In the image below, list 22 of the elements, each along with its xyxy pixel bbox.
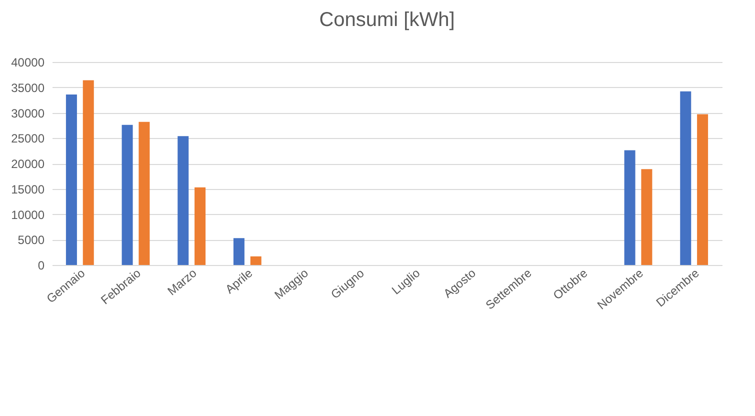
- bar: [697, 114, 708, 265]
- bar: [138, 122, 150, 265]
- y-tick-label: 5000: [18, 233, 45, 248]
- bar: [624, 150, 636, 265]
- y-tick-label: 15000: [11, 182, 45, 196]
- bar: [194, 187, 206, 265]
- y-tick-label: 10000: [11, 208, 45, 222]
- chart-title: Consumi [kWh]: [319, 9, 455, 31]
- bar: [250, 256, 262, 265]
- y-tick-label: 30000: [11, 106, 45, 120]
- bar: [680, 91, 692, 265]
- bar: [641, 169, 652, 265]
- y-tick-label: 40000: [11, 56, 45, 70]
- bar: [66, 94, 77, 265]
- bar: [122, 124, 133, 265]
- bar: [178, 136, 189, 265]
- y-tick-label: 25000: [11, 132, 45, 146]
- y-tick-label: 35000: [11, 80, 45, 95]
- bar: [82, 80, 94, 265]
- y-tick-label: 20000: [11, 157, 45, 171]
- bar: [233, 238, 244, 265]
- y-tick-label: 0: [38, 258, 45, 272]
